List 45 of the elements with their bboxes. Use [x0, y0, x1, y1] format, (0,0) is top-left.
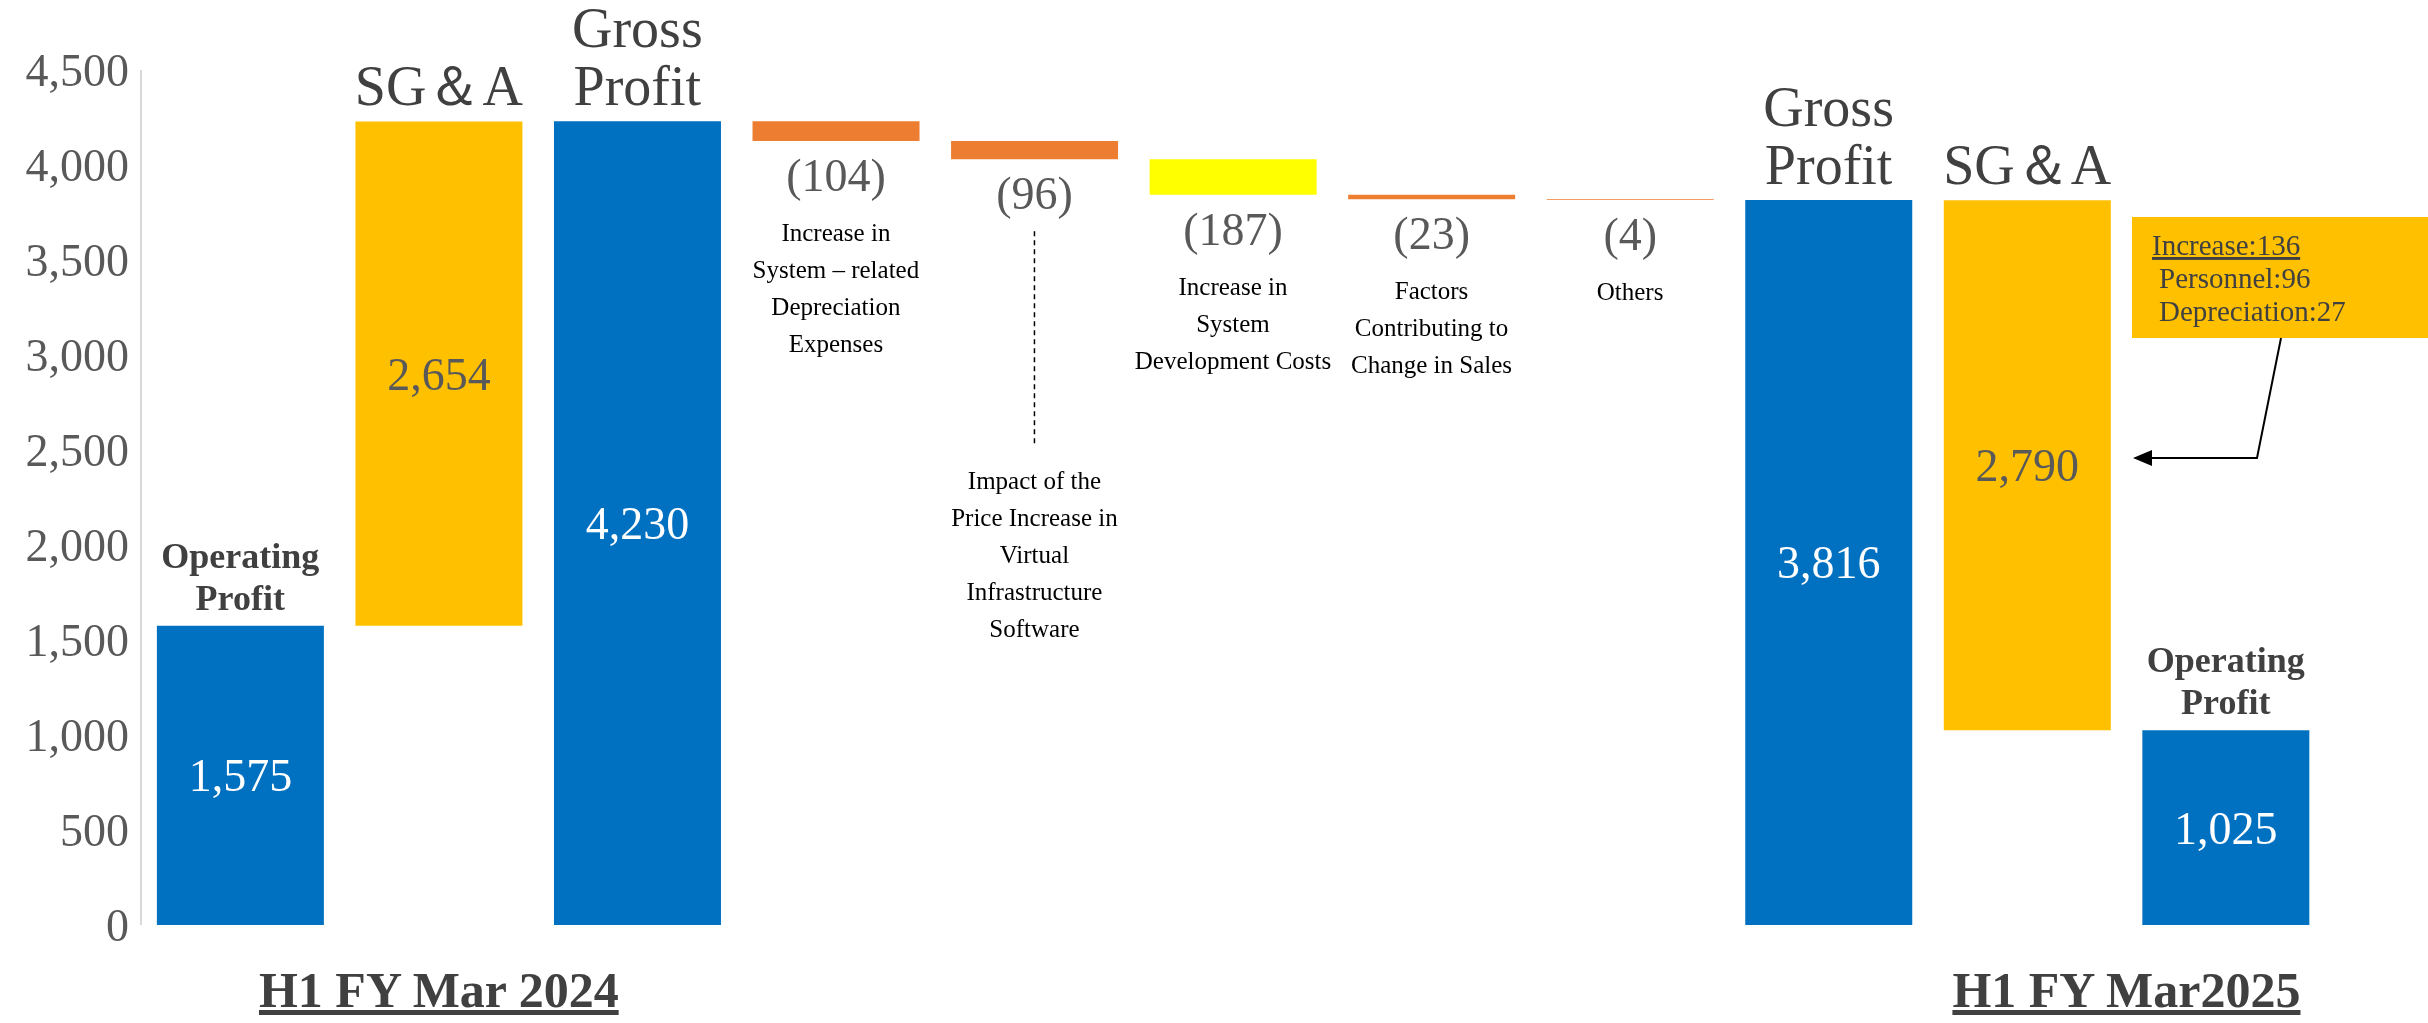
annotation: Increase:136 Personnel:96 Depreciation:27: [2152, 229, 2346, 327]
x-tick-label: Gross Profit: [572, 0, 703, 118]
bar: [156, 625, 324, 925]
text: H1 FY Mar 2024: [258, 962, 619, 1018]
y-tick-label: 4,500: [25, 45, 129, 97]
data-label: (23): [1393, 208, 1470, 260]
x-tick-label: Others: [1596, 277, 1664, 305]
x-tick-label: Factors Contributing to Change in Sales: [1351, 277, 1513, 379]
bar: [1943, 200, 2111, 731]
x-tick-label: SG＆A: [354, 55, 524, 118]
x-tick-label: Gross Profit: [1763, 75, 1894, 196]
data-label: (4): [1603, 208, 1658, 260]
bar: [1745, 199, 1913, 925]
bar: [2142, 730, 2310, 925]
data-label: (104): [786, 150, 886, 202]
data-label: 2,790: [1975, 440, 2080, 492]
bar: [951, 141, 1119, 160]
bar: [355, 121, 523, 626]
data-label: 1,575: [188, 750, 293, 802]
y-tick-label: 3,000: [25, 330, 129, 382]
bar: [752, 121, 920, 142]
data-label: 1,025: [2174, 802, 2278, 854]
data-label: 4,230: [585, 498, 690, 550]
bar: [553, 121, 721, 925]
x-tick-label: Increase in System Development Costs: [1134, 272, 1332, 374]
data-label: (96): [996, 168, 1073, 220]
data-label: 3,816: [1777, 537, 1881, 589]
y-tick-label: 0: [106, 900, 129, 952]
y-tick-label: 2,000: [25, 520, 129, 572]
x-tick-label: SG＆A: [1943, 134, 2112, 197]
y-tick-label: 4,000: [25, 140, 129, 192]
x-tick-label: Operating Profit: [2146, 640, 2305, 723]
bar: [1348, 194, 1516, 200]
y-tick-label: 500: [60, 805, 129, 857]
y-tick-label: 2,500: [25, 425, 129, 477]
bar: [1149, 159, 1317, 195]
x-tick-label: Operating Profit: [161, 535, 320, 618]
x-tick-label: Increase in System – related Depreciation Expenses: [752, 219, 920, 358]
data-label: 2,654: [387, 348, 491, 400]
y-tick-label: 1,000: [25, 710, 129, 762]
x-tick-label: Impact of the Price Increase in Virtual Infrastructure Software: [951, 467, 1119, 643]
y-tick-label: 3,500: [25, 235, 129, 287]
data-label: (187): [1183, 203, 1283, 255]
y-tick-label: 1,500: [25, 615, 129, 667]
text: H1 FY Mar2025: [1952, 962, 2301, 1018]
